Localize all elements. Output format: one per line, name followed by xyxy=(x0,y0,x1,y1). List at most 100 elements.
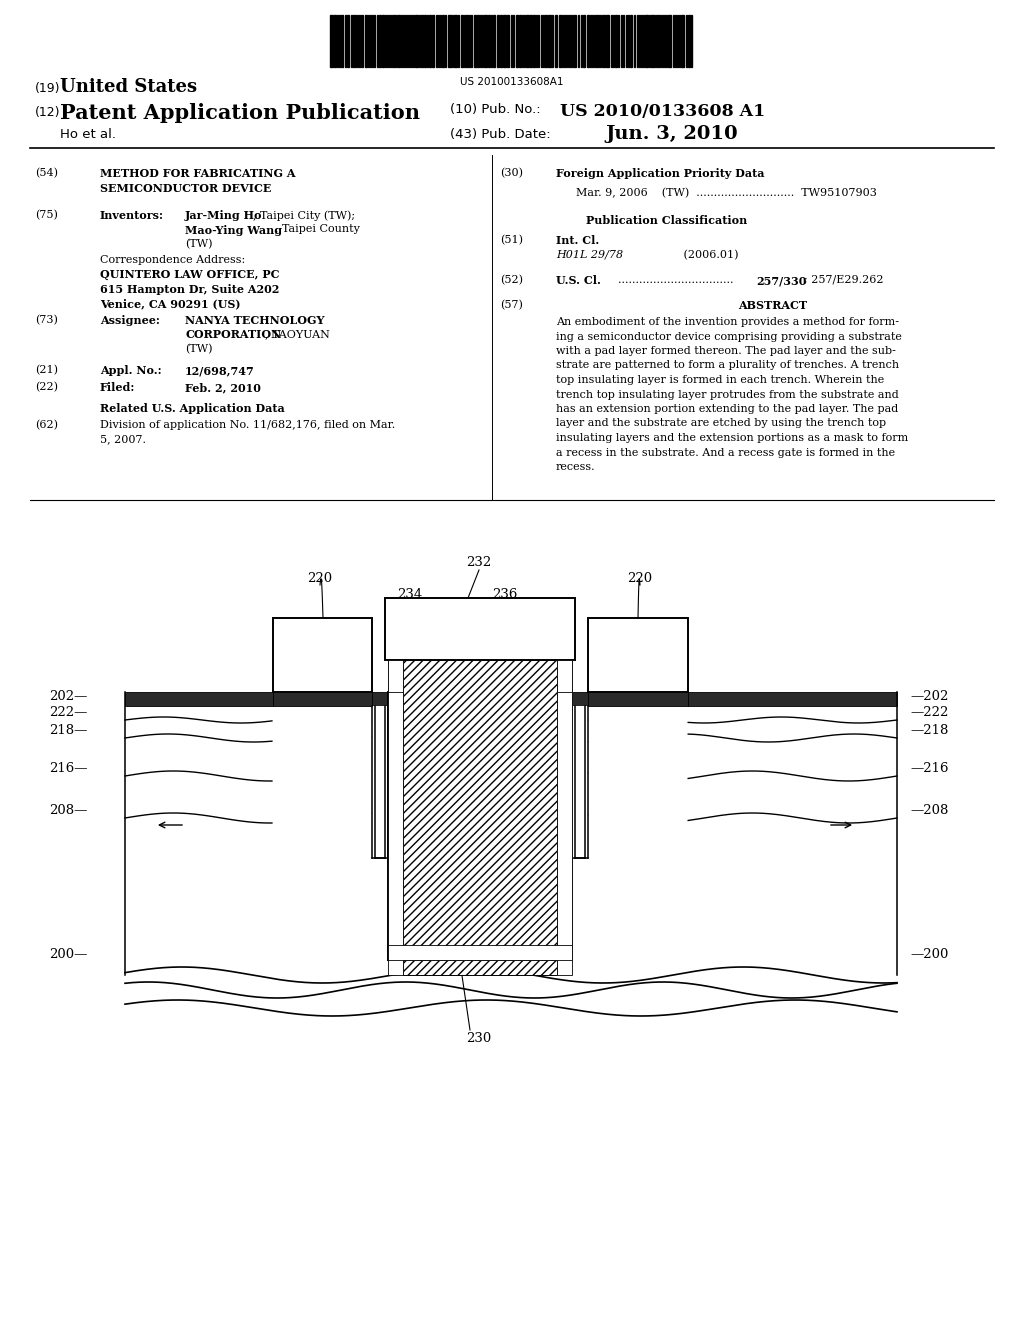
Text: 236: 236 xyxy=(493,589,518,602)
Text: (22): (22) xyxy=(35,381,58,392)
Bar xyxy=(645,15,648,67)
Text: H01L 29/78: H01L 29/78 xyxy=(556,249,624,260)
Text: 257/330: 257/330 xyxy=(756,275,806,286)
Text: —218: —218 xyxy=(910,723,948,737)
Text: Inventors:: Inventors: xyxy=(100,210,164,220)
Text: 208—: 208— xyxy=(49,804,88,817)
Bar xyxy=(574,15,575,67)
Text: 12/698,747: 12/698,747 xyxy=(185,366,255,376)
Bar xyxy=(500,15,502,67)
Text: —200: —200 xyxy=(910,949,948,961)
Bar xyxy=(365,15,367,67)
Bar xyxy=(668,15,671,67)
Text: (43) Pub. Date:: (43) Pub. Date: xyxy=(450,128,551,141)
Bar xyxy=(415,15,418,67)
Bar xyxy=(557,660,572,692)
Text: (TW): (TW) xyxy=(185,345,213,354)
Text: (10) Pub. No.:: (10) Pub. No.: xyxy=(450,103,541,116)
Text: Ho et al.: Ho et al. xyxy=(60,128,116,141)
Text: Assignee:: Assignee: xyxy=(100,315,160,326)
Text: (75): (75) xyxy=(35,210,58,220)
Bar xyxy=(330,15,333,67)
Bar xyxy=(461,15,463,67)
Bar xyxy=(347,15,349,67)
Text: 615 Hampton Dr, Suite A202: 615 Hampton Dr, Suite A202 xyxy=(100,284,280,294)
Bar xyxy=(559,15,561,67)
Bar xyxy=(393,15,395,67)
Text: 222—: 222— xyxy=(49,706,88,719)
Text: (30): (30) xyxy=(500,168,523,178)
Text: Jun. 3, 2010: Jun. 3, 2010 xyxy=(605,125,737,143)
Text: (54): (54) xyxy=(35,168,58,178)
Text: 216—: 216— xyxy=(49,762,88,775)
Text: Related U.S. Application Data: Related U.S. Application Data xyxy=(100,403,285,414)
Bar xyxy=(588,618,688,692)
Text: 230: 230 xyxy=(466,1031,492,1044)
Text: Mao-Ying Wang: Mao-Ying Wang xyxy=(185,224,283,235)
Text: (51): (51) xyxy=(500,235,523,246)
Bar xyxy=(454,15,457,67)
Text: United States: United States xyxy=(60,78,198,96)
Text: .................................: ................................. xyxy=(611,275,733,285)
Bar xyxy=(657,15,659,67)
Text: layer and the substrate are etched by using the trench top: layer and the substrate are etched by us… xyxy=(556,418,886,429)
Text: CORPORATION: CORPORATION xyxy=(185,330,282,341)
Text: —208: —208 xyxy=(910,804,948,817)
Text: An embodiment of the invention provides a method for form-: An embodiment of the invention provides … xyxy=(556,317,899,327)
Bar xyxy=(651,15,654,67)
Text: 218—: 218— xyxy=(49,723,88,737)
Text: trench top insulating layer protrudes from the substrate and: trench top insulating layer protrudes fr… xyxy=(556,389,899,400)
Text: Feb. 2, 2010: Feb. 2, 2010 xyxy=(185,381,261,393)
Bar xyxy=(375,706,388,858)
Bar xyxy=(555,15,557,67)
Bar xyxy=(125,692,273,706)
Bar xyxy=(442,15,444,67)
Bar xyxy=(596,15,598,67)
Bar xyxy=(497,15,499,67)
Bar xyxy=(379,15,381,67)
Bar xyxy=(572,706,585,858)
Text: 234: 234 xyxy=(397,589,423,602)
Text: insulating layers and the extension portions as a mask to form: insulating layers and the extension port… xyxy=(556,433,908,444)
Bar xyxy=(572,692,588,706)
Text: Publication Classification: Publication Classification xyxy=(586,215,748,226)
Bar xyxy=(382,15,384,67)
Text: has an extension portion extending to the pad layer. The pad: has an extension portion extending to th… xyxy=(556,404,898,414)
Text: ; 257/E29.262: ; 257/E29.262 xyxy=(804,275,884,285)
Bar xyxy=(519,15,521,67)
Bar xyxy=(588,692,688,706)
Bar xyxy=(587,15,589,67)
Text: SEMICONDUCTOR DEVICE: SEMICONDUCTOR DEVICE xyxy=(100,182,271,194)
Bar xyxy=(385,598,575,660)
Text: US 2010/0133608 A1: US 2010/0133608 A1 xyxy=(560,103,765,120)
Text: 232: 232 xyxy=(466,557,492,569)
Bar xyxy=(516,15,518,67)
Bar xyxy=(507,15,509,67)
Text: top insulating layer is formed in each trench. Wherein the: top insulating layer is formed in each t… xyxy=(556,375,885,385)
Text: (62): (62) xyxy=(35,420,58,430)
Bar xyxy=(466,15,468,67)
Bar xyxy=(606,15,609,67)
Text: 202—: 202— xyxy=(49,690,88,704)
Bar xyxy=(493,15,495,67)
Text: , Taipei County: , Taipei County xyxy=(275,224,359,235)
Text: U.S. Cl.: U.S. Cl. xyxy=(556,275,601,286)
Bar xyxy=(526,15,529,67)
Text: 220: 220 xyxy=(628,572,652,585)
Text: (TW): (TW) xyxy=(185,239,213,249)
Bar xyxy=(474,15,476,67)
Bar xyxy=(503,15,506,67)
Bar xyxy=(681,15,684,67)
Bar xyxy=(273,618,372,692)
Text: Venice, CA 90291 (US): Venice, CA 90291 (US) xyxy=(100,298,241,309)
Text: Foreign Application Priority Data: Foreign Application Priority Data xyxy=(556,168,765,180)
Bar xyxy=(630,15,632,67)
Bar xyxy=(449,15,451,67)
Bar xyxy=(398,15,400,67)
Text: (73): (73) xyxy=(35,315,58,325)
Bar xyxy=(429,15,431,67)
Text: (52): (52) xyxy=(500,275,523,285)
Text: QUINTERO LAW OFFICE, PC: QUINTERO LAW OFFICE, PC xyxy=(100,269,280,281)
Bar xyxy=(388,660,403,975)
Text: METHOD FOR FABRICATING A: METHOD FOR FABRICATING A xyxy=(100,168,296,180)
